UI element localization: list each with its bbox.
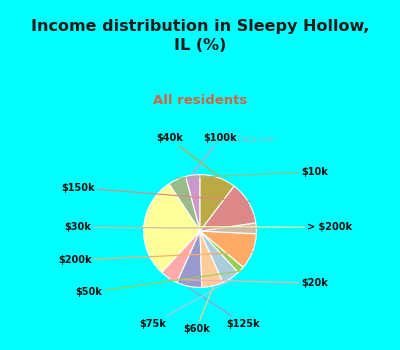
Wedge shape — [177, 231, 202, 287]
Text: Income distribution in Sleepy Hollow,
IL (%): Income distribution in Sleepy Hollow, IL… — [31, 19, 369, 52]
Wedge shape — [200, 231, 223, 287]
Wedge shape — [200, 223, 256, 234]
Text: > $200k: > $200k — [142, 222, 352, 232]
Text: $40k: $40k — [156, 133, 218, 176]
Wedge shape — [200, 231, 243, 273]
Text: $200k: $200k — [58, 252, 254, 265]
Wedge shape — [186, 175, 200, 231]
Wedge shape — [200, 175, 234, 231]
Wedge shape — [162, 231, 200, 282]
Wedge shape — [144, 184, 200, 273]
Text: $60k: $60k — [183, 287, 213, 334]
Text: $100k: $100k — [192, 133, 237, 174]
Text: $75k: $75k — [140, 279, 232, 329]
Text: $150k: $150k — [62, 183, 250, 202]
Text: $20k: $20k — [168, 278, 328, 288]
Text: $50k: $50k — [76, 271, 242, 298]
Text: $125k: $125k — [189, 288, 260, 329]
Wedge shape — [200, 231, 256, 267]
Wedge shape — [200, 186, 256, 231]
Text: Ⓜ City-Data.com: Ⓜ City-Data.com — [213, 135, 275, 144]
Wedge shape — [169, 176, 200, 231]
Text: All residents: All residents — [153, 94, 247, 107]
Text: $10k: $10k — [176, 167, 328, 178]
Wedge shape — [200, 231, 238, 282]
Text: $30k: $30k — [65, 222, 258, 232]
